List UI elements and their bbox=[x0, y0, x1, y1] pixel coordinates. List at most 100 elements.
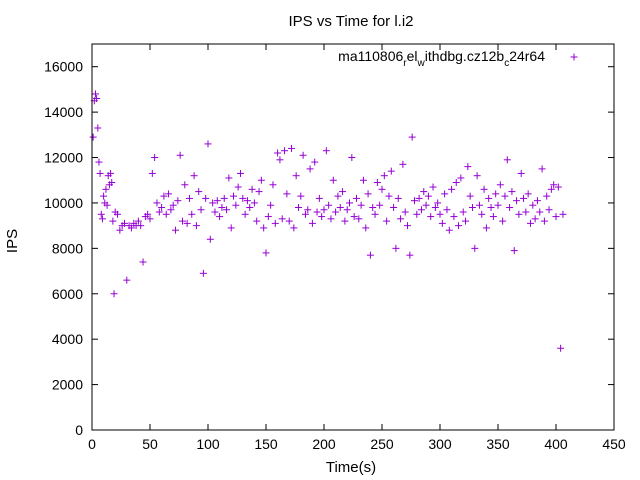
data-point bbox=[390, 203, 398, 211]
data-point bbox=[329, 176, 337, 184]
data-point bbox=[232, 201, 240, 209]
data-point bbox=[487, 203, 495, 211]
data-point bbox=[327, 215, 335, 223]
data-point bbox=[341, 217, 349, 225]
data-point bbox=[127, 224, 135, 232]
y-tick-label: 14000 bbox=[44, 104, 83, 120]
data-point bbox=[427, 213, 435, 221]
x-tick-label: 100 bbox=[196, 436, 220, 452]
data-point bbox=[93, 94, 101, 102]
data-point bbox=[459, 208, 467, 216]
data-point bbox=[241, 210, 249, 218]
data-point bbox=[100, 192, 108, 200]
data-points bbox=[89, 90, 567, 352]
data-point bbox=[424, 192, 432, 200]
data-point bbox=[320, 206, 328, 214]
data-point bbox=[332, 208, 340, 216]
data-point bbox=[110, 290, 118, 298]
x-tick-label: 450 bbox=[602, 436, 626, 452]
data-point bbox=[225, 174, 233, 182]
data-point bbox=[352, 194, 360, 202]
data-point bbox=[392, 244, 400, 252]
data-point bbox=[139, 258, 147, 266]
legend-marker bbox=[570, 53, 578, 61]
data-point bbox=[371, 210, 379, 218]
data-point bbox=[169, 201, 177, 209]
data-point bbox=[399, 160, 407, 168]
data-point bbox=[415, 194, 423, 202]
data-point bbox=[499, 217, 507, 225]
data-point bbox=[387, 167, 395, 175]
data-point bbox=[431, 203, 439, 211]
data-point bbox=[413, 210, 421, 218]
data-point bbox=[218, 203, 226, 211]
data-point bbox=[209, 199, 217, 207]
data-point bbox=[155, 208, 163, 216]
data-point bbox=[404, 222, 412, 230]
data-point bbox=[299, 151, 307, 159]
data-point bbox=[311, 158, 319, 166]
x-tick-label: 300 bbox=[428, 436, 452, 452]
data-point bbox=[529, 201, 537, 209]
data-point bbox=[441, 190, 449, 198]
data-point bbox=[462, 217, 470, 225]
data-point bbox=[348, 154, 356, 162]
data-point bbox=[243, 197, 251, 205]
data-point bbox=[492, 190, 500, 198]
data-point bbox=[174, 197, 182, 205]
data-point bbox=[98, 215, 106, 223]
data-point bbox=[471, 244, 479, 252]
data-point bbox=[292, 172, 300, 180]
data-point bbox=[206, 235, 214, 243]
data-point bbox=[151, 154, 159, 162]
data-point bbox=[545, 206, 553, 214]
data-point bbox=[468, 203, 476, 211]
data-point bbox=[276, 156, 284, 164]
data-point bbox=[230, 192, 238, 200]
data-point bbox=[397, 215, 405, 223]
data-point bbox=[473, 172, 481, 180]
data-point bbox=[478, 210, 486, 218]
y-tick-label: 10000 bbox=[44, 195, 83, 211]
data-point bbox=[510, 247, 518, 255]
x-tick-label: 150 bbox=[254, 436, 278, 452]
data-point bbox=[181, 181, 189, 189]
data-point bbox=[482, 224, 490, 232]
data-point bbox=[355, 215, 363, 223]
data-point bbox=[346, 199, 354, 207]
data-point bbox=[285, 217, 293, 225]
y-tick-label: 2000 bbox=[52, 377, 83, 393]
data-point bbox=[144, 210, 152, 218]
data-point bbox=[267, 201, 275, 209]
data-point bbox=[475, 201, 483, 209]
data-point bbox=[531, 215, 539, 223]
data-point bbox=[380, 172, 388, 180]
data-point bbox=[343, 206, 351, 214]
data-point bbox=[269, 181, 277, 189]
data-point bbox=[123, 276, 131, 284]
data-point bbox=[176, 151, 184, 159]
data-point bbox=[239, 194, 247, 202]
data-point bbox=[103, 201, 111, 209]
data-point bbox=[550, 181, 558, 189]
data-point bbox=[278, 215, 286, 223]
data-point bbox=[383, 217, 391, 225]
data-point bbox=[183, 219, 191, 227]
data-point bbox=[211, 208, 219, 216]
data-point bbox=[97, 210, 105, 218]
data-point bbox=[448, 185, 456, 193]
data-point bbox=[89, 133, 97, 141]
data-point bbox=[202, 194, 210, 202]
data-point bbox=[213, 197, 221, 205]
y-tick-label: 0 bbox=[75, 422, 83, 438]
data-point bbox=[313, 208, 321, 216]
data-point bbox=[167, 206, 175, 214]
data-point bbox=[436, 210, 444, 218]
y-tick-label: 4000 bbox=[52, 331, 83, 347]
legend: ma110806relwithdbg.cz12bc24r64 bbox=[338, 48, 578, 69]
data-point bbox=[496, 181, 504, 189]
data-point bbox=[443, 206, 451, 214]
axis-ticks: 0 50 100 150 200 250 300 350 400 450 0 2000 4000 6000… bbox=[44, 44, 626, 452]
data-point bbox=[373, 179, 381, 187]
data-point bbox=[204, 140, 212, 148]
